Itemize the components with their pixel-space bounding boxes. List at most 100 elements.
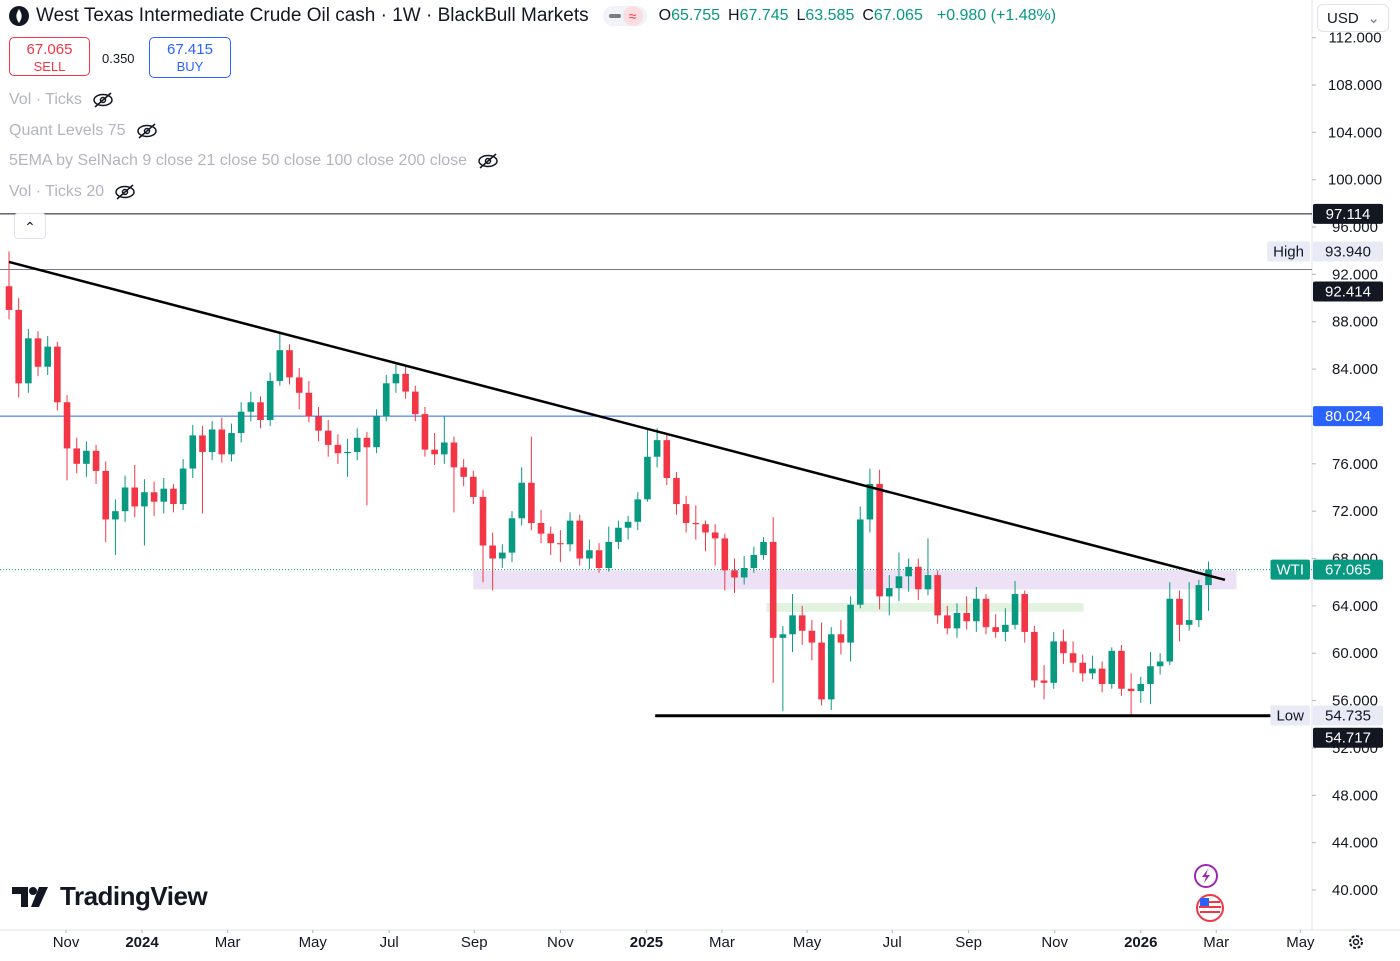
tag-label-bg — [1270, 705, 1310, 726]
candle-body — [382, 383, 390, 417]
candle-body — [83, 450, 90, 464]
candle-body — [1060, 641, 1067, 654]
y-tick-label: 92.000 — [1332, 266, 1378, 283]
hide-icon[interactable] — [477, 153, 499, 169]
candle-body — [944, 615, 951, 629]
candle-body — [92, 450, 100, 471]
candle-body — [324, 430, 332, 445]
y-tick-label: 76.000 — [1332, 456, 1378, 473]
currency-label: USD — [1327, 10, 1359, 27]
hide-icon[interactable] — [114, 184, 136, 200]
candle-body — [1040, 680, 1048, 683]
candle-body — [605, 541, 613, 568]
price-tag-text: 54.717 — [1325, 730, 1371, 747]
candle-body — [750, 554, 758, 568]
candle-body — [721, 538, 729, 571]
ohlc-value: 63.585 — [805, 7, 855, 24]
candle-body — [247, 402, 255, 412]
candle-body — [837, 634, 845, 643]
y-tick-label: 56.000 — [1332, 693, 1378, 710]
candle-body — [905, 566, 912, 577]
indicator-name: Vol · Ticks 20 — [9, 183, 105, 201]
settings-icon[interactable] — [1346, 932, 1366, 952]
candle-body — [615, 527, 622, 542]
candle-body — [402, 373, 409, 392]
change: +0.980 (+1.48%) — [936, 7, 1057, 24]
candle-body — [276, 350, 284, 381]
candle-body — [1156, 661, 1164, 667]
candle-body — [63, 402, 71, 449]
x-tick-label: May — [1286, 934, 1315, 951]
candle-body — [479, 496, 487, 546]
candle-body — [856, 519, 864, 605]
candle-body — [470, 476, 477, 497]
x-tick-label: 2025 — [630, 934, 663, 951]
candle-body — [924, 575, 932, 590]
candle-body — [624, 521, 632, 528]
hide-icon[interactable] — [92, 92, 114, 108]
y-tick-label: 44.000 — [1332, 835, 1378, 852]
ohlc-values: O65.755 H67.745 L63.585 C67.065 — [659, 7, 931, 25]
indicator-row: 5EMA by SelNach 9 close 21 close 50 clos… — [9, 152, 499, 170]
candle-body — [586, 550, 593, 559]
buy-price: 67.415 — [167, 41, 213, 58]
candle-body — [34, 338, 42, 367]
tag-label-bg — [1270, 559, 1310, 580]
ohlc-value: 67.745 — [739, 7, 789, 24]
ohlc-key: H — [728, 7, 740, 24]
candle-body — [1079, 662, 1087, 674]
candle-body — [866, 483, 874, 520]
candle-body — [421, 414, 429, 450]
tv-logo-text: TradingView — [60, 881, 208, 911]
candle-body — [1195, 585, 1203, 621]
price-tag — [1313, 727, 1383, 748]
currency-button[interactable]: USD ⌄ — [1317, 4, 1389, 32]
candle-body — [818, 642, 825, 700]
candle-body — [518, 482, 525, 519]
event-icons — [1194, 864, 1224, 922]
y-tick-label: 60.000 — [1332, 645, 1378, 662]
candle-body — [353, 437, 361, 452]
tag-value-text: 67.065 — [1325, 562, 1371, 579]
candle-body — [1166, 598, 1174, 662]
price-tag — [1313, 203, 1383, 224]
candle-body — [827, 634, 835, 700]
sell-button[interactable]: 67.065 SELL — [9, 37, 90, 76]
x-tick-label: 2024 — [125, 934, 159, 951]
tag-value — [1313, 241, 1383, 262]
candle-body — [218, 429, 226, 455]
hide-icon[interactable] — [136, 123, 158, 139]
candle-body — [798, 615, 806, 631]
candle-body — [44, 346, 51, 367]
candle-body — [557, 543, 564, 545]
candle-body — [663, 440, 671, 479]
x-tick-label: Nov — [547, 934, 574, 951]
trendline — [8, 260, 1226, 582]
ohlc-value: 67.065 — [873, 7, 923, 24]
x-tick-label: Jul — [883, 934, 902, 951]
sell-price: 67.065 — [26, 41, 73, 58]
tag-value-text: 93.940 — [1325, 243, 1371, 260]
candle-body — [537, 523, 545, 534]
candle-body — [1205, 569, 1212, 586]
y-tick-label: 112.000 — [1328, 30, 1381, 47]
candle-body — [305, 392, 313, 417]
buy-button[interactable]: 67.415 BUY — [149, 37, 231, 78]
symbol-title: West Texas Intermediate Crude Oil cash ·… — [36, 5, 589, 26]
candle-body — [566, 520, 574, 545]
candle-body — [54, 346, 61, 403]
candle-body — [334, 444, 342, 454]
candle-body — [885, 588, 893, 597]
candle-body — [634, 499, 642, 522]
candle-body — [150, 492, 158, 502]
y-tick-label: 88.000 — [1332, 314, 1378, 331]
tag-label: Low — [1276, 708, 1304, 725]
x-tick-label: Nov — [53, 934, 80, 951]
collapse-button[interactable]: ⌃ — [14, 213, 46, 239]
candle-body — [112, 511, 119, 520]
buy-label: BUY — [176, 59, 204, 74]
candle-body — [392, 373, 400, 384]
candle-body — [914, 566, 922, 590]
indicator-name: Vol · Ticks — [9, 91, 82, 108]
